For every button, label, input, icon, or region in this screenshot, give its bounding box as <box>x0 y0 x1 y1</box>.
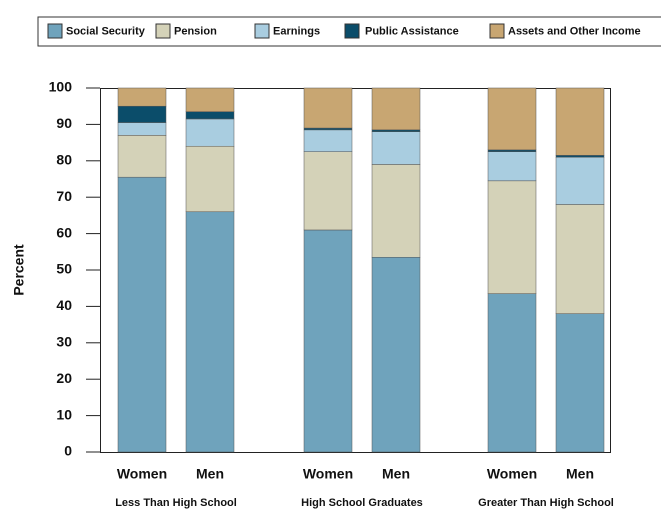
y-tick-label: 0 <box>64 443 72 459</box>
bar-segment <box>185 118 235 147</box>
bar-segment <box>487 180 537 294</box>
plot-frame <box>100 88 611 453</box>
bar-segment <box>371 87 421 131</box>
bar-segment <box>487 293 537 453</box>
bar-segment <box>185 111 235 120</box>
legend-label: Public Assistance <box>365 25 459 37</box>
x-tick-label: Women <box>303 466 353 482</box>
group-label: Less Than High School <box>115 497 237 509</box>
legend-swatch <box>489 23 505 39</box>
legend-swatch <box>254 23 270 39</box>
bar-segment <box>371 257 421 453</box>
y-tick-label: 20 <box>56 370 72 386</box>
bar-segment <box>371 131 421 165</box>
bar-segment <box>555 156 605 205</box>
y-tick-label: 80 <box>56 152 72 168</box>
y-tick-label: 60 <box>56 224 72 240</box>
bar-segment <box>117 176 167 453</box>
bar-segment <box>303 229 353 453</box>
legend-label: Assets and Other Income <box>508 25 641 37</box>
y-tick-label: 10 <box>56 406 72 422</box>
bar-segment <box>487 87 537 151</box>
y-tick-label: 30 <box>56 334 72 350</box>
legend-label: Social Security <box>66 25 146 37</box>
bar-segment <box>303 151 353 231</box>
bar-segment <box>371 129 421 132</box>
bar-segment <box>117 87 167 107</box>
bar-segment <box>555 313 605 453</box>
y-tick-label: 100 <box>49 79 73 95</box>
bar-segment <box>185 211 235 453</box>
y-axis-label: Percent <box>11 244 27 296</box>
legend-swatch <box>155 23 171 39</box>
bar-segment <box>185 87 235 112</box>
legend-label: Earnings <box>273 25 320 37</box>
y-tick-label: 70 <box>56 188 72 204</box>
bar-segment <box>371 164 421 258</box>
bar-segment <box>555 155 605 158</box>
bar-segment <box>555 204 605 314</box>
bar-segment <box>303 127 353 131</box>
bar-segment <box>487 151 537 182</box>
group-label: Greater Than High School <box>478 497 614 509</box>
x-tick-label: Men <box>566 466 594 482</box>
bar-segment <box>303 129 353 152</box>
x-tick-label: Women <box>487 466 537 482</box>
bar-segment <box>117 122 167 136</box>
y-tick-label: 40 <box>56 297 72 313</box>
legend-swatch <box>344 23 360 39</box>
bar-segment <box>303 87 353 129</box>
bar-segment <box>555 87 605 156</box>
y-tick-label: 50 <box>56 261 72 277</box>
legend-swatch <box>47 23 63 39</box>
bar-segment <box>185 145 235 213</box>
x-tick-label: Women <box>117 466 167 482</box>
x-tick-label: Men <box>196 466 224 482</box>
x-tick-label: Men <box>382 466 410 482</box>
bar-segment <box>117 135 167 178</box>
legend-label: Pension <box>174 25 217 37</box>
bar-segment <box>117 105 167 123</box>
bar-segment <box>487 149 537 152</box>
y-tick-label: 90 <box>56 115 72 131</box>
group-label: High School Graduates <box>301 497 423 509</box>
